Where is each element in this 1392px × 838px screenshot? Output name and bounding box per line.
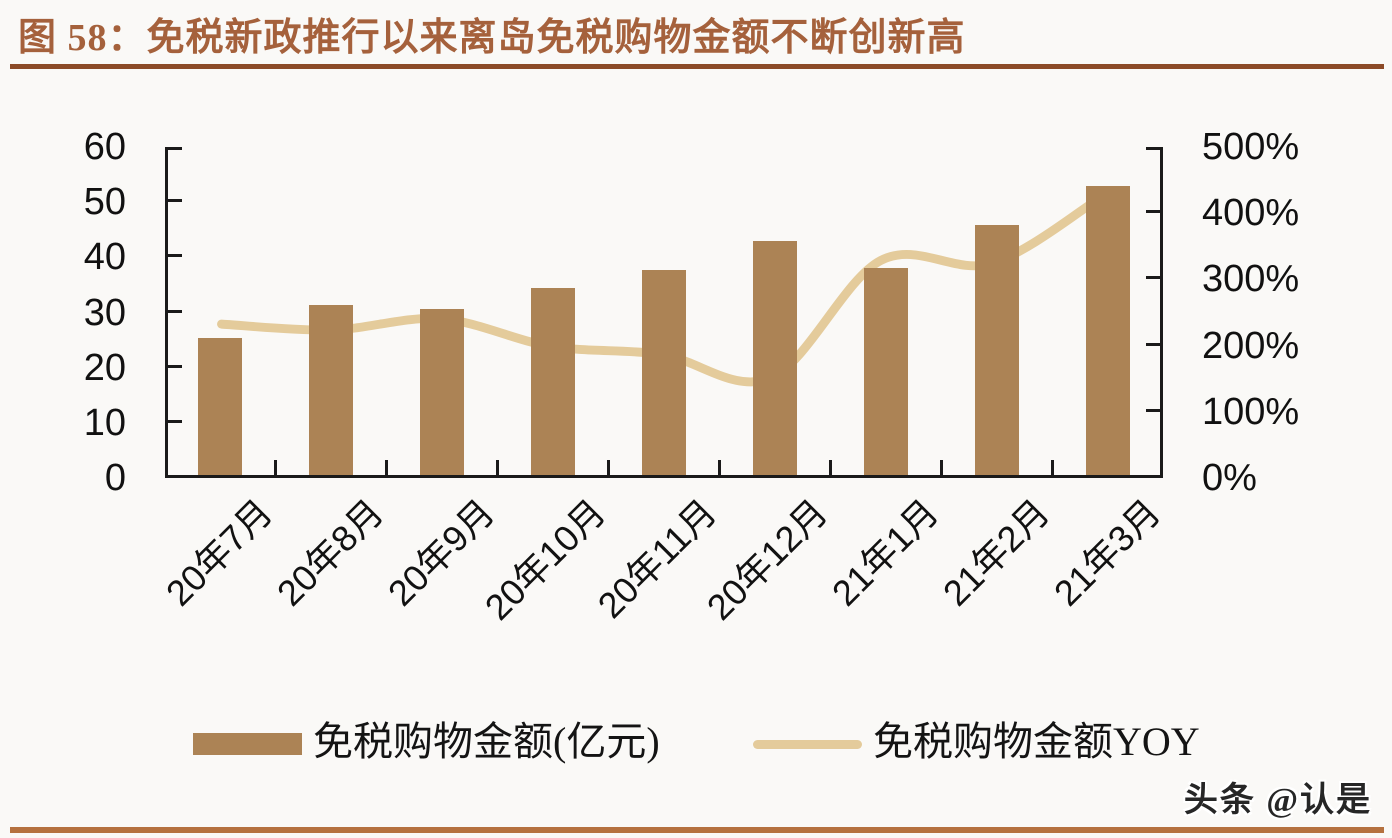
axis-tick: [168, 254, 182, 258]
axis-tick: [1146, 408, 1160, 412]
right-axis-tick-label: 500%: [1202, 126, 1300, 168]
left-axis-tick-label: 30: [83, 291, 126, 334]
legend-line-swatch: [753, 740, 862, 749]
bar-20年7月: [198, 338, 243, 475]
axis-tick: [274, 460, 278, 475]
bar-20年12月: [752, 241, 797, 475]
bar-21年3月: [1085, 185, 1130, 475]
right-axis-tick-label: 300%: [1202, 258, 1300, 301]
axis-tick: [717, 460, 721, 475]
bar-20年11月: [642, 270, 686, 475]
left-axis-tick-label: 20: [83, 346, 126, 389]
axis-tick: [607, 460, 611, 475]
bar-20年9月: [420, 308, 465, 475]
legend-bar-swatch: [193, 733, 302, 755]
bottom-rule: [10, 827, 1384, 833]
axis-tick: [939, 460, 943, 475]
left-axis-tick-label: 50: [83, 181, 126, 224]
axis-tick: [1146, 276, 1160, 280]
axis-tick: [168, 199, 182, 203]
right-axis-tick-label: 100%: [1202, 390, 1300, 433]
bar-21年1月: [863, 267, 908, 475]
right-axis-tick-label: 0%: [1202, 457, 1257, 499]
left-axis-tick-label: 10: [83, 401, 126, 444]
axis-tick: [168, 364, 182, 368]
bar-20年10月: [531, 288, 576, 475]
axis-tick: [385, 460, 389, 475]
axis-tick: [1146, 147, 1160, 150]
left-axis-tick-label: 0: [104, 457, 126, 499]
axis-tick: [168, 419, 182, 423]
axis-tick: [168, 309, 182, 313]
axis-tick: [496, 460, 500, 475]
left-axis-tick-label: 40: [83, 236, 126, 279]
axis-tick: [168, 147, 182, 150]
figure-title: 图 58：免税新政推行以来离岛免税购物金额不断创新高: [18, 17, 966, 59]
bar-21年2月: [974, 224, 1019, 475]
legend-bar-label: 免税购物金额(亿元): [313, 719, 660, 764]
axis-tick: [1146, 342, 1160, 346]
bar-20年8月: [309, 305, 354, 475]
right-axis-tick-label: 200%: [1202, 324, 1300, 367]
right-axis-tick-label: 400%: [1202, 192, 1300, 235]
legend-line-label: 免税购物金额YOY: [873, 719, 1200, 764]
axis-tick: [1050, 460, 1054, 475]
axis-tick: [1146, 210, 1160, 214]
plot-area: [165, 147, 1163, 478]
title-underline: [10, 64, 1384, 69]
watermark: 头条 @认是: [1183, 782, 1372, 819]
axis-tick: [828, 460, 832, 475]
left-axis-tick-label: 60: [83, 126, 126, 168]
